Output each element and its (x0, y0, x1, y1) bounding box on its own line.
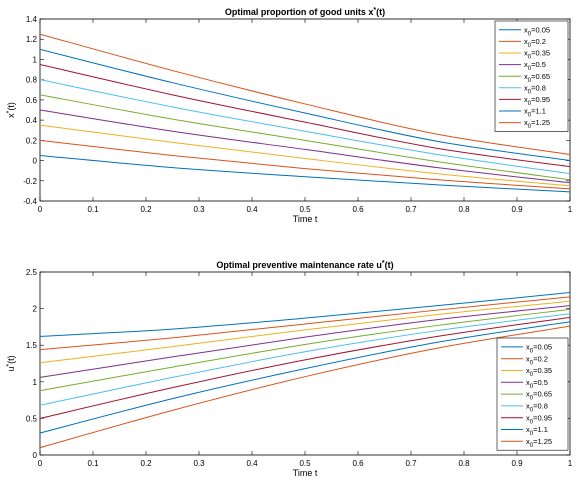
series-line-0 (40, 155, 570, 193)
x-tick-label: 0.3 (193, 205, 205, 214)
x-tick-label: 0.9 (511, 459, 523, 468)
y-axis-label: u*(t) (6, 355, 17, 371)
y-tick-label: 0.6 (26, 96, 38, 105)
x-tick-label: 0.2 (140, 205, 152, 214)
series-line-3 (40, 109, 570, 184)
legend-label-7: x0=1.1 (524, 107, 546, 119)
y-tick-label: 2 (33, 305, 38, 314)
y-tick-label: 0.4 (26, 116, 38, 125)
series-line-7 (40, 321, 570, 434)
series-line-8 (40, 325, 570, 449)
legend-label-1: x0=0.2 (524, 37, 546, 49)
x-tick-label: 0.3 (193, 459, 205, 468)
series-line-6 (40, 64, 570, 168)
x-axis-label: Time t (293, 468, 318, 478)
x-tick-label: 0.7 (405, 459, 417, 468)
series-line-4 (40, 94, 570, 181)
y-tick-label: 1.2 (26, 35, 38, 44)
series-line-1 (40, 139, 570, 190)
x-tick-label: 0.1 (87, 459, 99, 468)
x-tick-label: 1 (568, 459, 573, 468)
series-line-2 (40, 124, 570, 187)
x-axis-label: Time t (293, 214, 318, 224)
x-tick-label: 0.6 (352, 205, 364, 214)
x-tick-label: 0.7 (405, 205, 417, 214)
chart-x-proportion: Optimal proportion of good units x*(t) 0 0… (6, 7, 573, 225)
y-axis-label: x*(t) (6, 102, 17, 118)
x-tick-label: 0.8 (458, 205, 470, 214)
x-tick-label: 0 (38, 205, 43, 214)
x-tick-label: 0.6 (352, 459, 364, 468)
chart-title: Optimal preventive maintenance rate u*(t… (216, 260, 393, 271)
x-tick-label: 1 (568, 205, 573, 214)
chart-u-maintenance: Optimal preventive maintenance rate u*(t… (6, 260, 573, 479)
legend-label-0: x0=0.05 (526, 343, 552, 355)
legend-label-8: x0=1.25 (524, 118, 550, 130)
series-line-1 (40, 296, 570, 351)
y-tick-label: 0.8 (26, 76, 38, 85)
series-line-4 (40, 308, 570, 392)
legend-label-4: x0=0.65 (526, 390, 552, 402)
y-tick-label: 0 (33, 157, 38, 166)
series-line-5 (40, 313, 570, 406)
legend-label-0: x0=0.05 (524, 25, 550, 37)
x-tick-label: 0.4 (246, 205, 258, 214)
legend-label-2: x0=0.35 (526, 366, 552, 378)
legend-label-6: x0=0.95 (524, 95, 550, 107)
y-tick-label: 0.5 (26, 414, 38, 423)
chart-title: Optimal proportion of good units x*(t) (225, 7, 385, 18)
legend-label-2: x0=0.35 (524, 49, 550, 61)
legend-label-3: x0=0.5 (524, 60, 546, 72)
legend-label-3: x0=0.5 (526, 378, 548, 390)
series-line-6 (40, 316, 570, 419)
series-line-8 (40, 33, 570, 155)
legend-label-8: x0=1.25 (526, 437, 552, 449)
x-tick-label: 0.2 (140, 459, 152, 468)
legend-label-1: x0=0.2 (526, 354, 548, 366)
plot-area (39, 271, 571, 456)
x-tick-label: 0.5 (299, 205, 311, 214)
y-tick-label: 1 (33, 55, 38, 64)
legend-label-5: x0=0.8 (524, 83, 546, 95)
legend-label-4: x0=0.65 (524, 72, 550, 84)
x-tick-label: 0.8 (458, 459, 470, 468)
series-line-7 (40, 48, 570, 162)
y-tick-label: 0 (33, 451, 38, 460)
plot-area (39, 18, 571, 202)
x-tick-label: 0.4 (246, 459, 258, 468)
y-tick-label: 1.4 (26, 15, 38, 24)
y-tick-label: 2.5 (26, 268, 38, 277)
x-tick-label: 0.9 (511, 205, 523, 214)
legend-label-7: x0=1.1 (526, 425, 548, 437)
x-tick-label: 0 (38, 459, 43, 468)
y-tick-label: 1.5 (26, 341, 38, 350)
y-tick-label: -0.2 (23, 177, 37, 186)
y-tick-label: 1 (33, 378, 38, 387)
legend-label-5: x0=0.8 (526, 402, 548, 414)
series-line-5 (40, 79, 570, 175)
legend-label-6: x0=0.95 (526, 413, 552, 425)
series-line-0 (40, 292, 570, 337)
y-tick-label: -0.4 (23, 197, 37, 206)
y-tick-label: 0.2 (26, 136, 38, 145)
series-line-3 (40, 305, 570, 378)
x-tick-label: 0.1 (87, 205, 99, 214)
series-line-2 (40, 300, 570, 364)
x-tick-label: 0.5 (299, 459, 311, 468)
